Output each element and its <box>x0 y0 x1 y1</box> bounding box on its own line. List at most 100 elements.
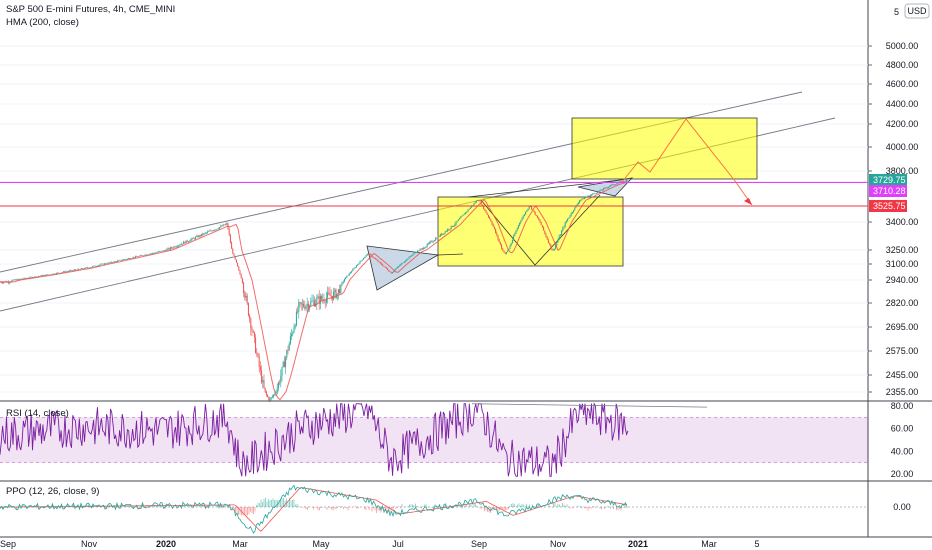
candle-body <box>322 299 324 300</box>
candle-body <box>501 244 503 249</box>
candle-body <box>319 296 321 304</box>
candle-body <box>363 258 365 260</box>
candle-body <box>352 269 354 272</box>
candle-body <box>481 204 483 206</box>
candle-body <box>244 292 246 298</box>
candle-body <box>12 279 14 281</box>
candle-body <box>382 264 384 266</box>
candle-body <box>303 303 305 307</box>
candle-body <box>493 226 495 229</box>
candle-body <box>603 188 605 190</box>
candle-body <box>451 225 453 227</box>
candle-body <box>437 236 439 239</box>
candle-body <box>168 248 170 250</box>
candle-body <box>289 336 291 344</box>
candle-body <box>1 282 3 284</box>
candle-body <box>335 289 337 299</box>
candle-body <box>49 274 51 276</box>
candle-body <box>609 186 611 187</box>
candle-body <box>77 268 79 271</box>
candle-body <box>252 331 254 333</box>
candle-body <box>411 255 413 257</box>
candle-body <box>105 263 107 265</box>
price-tick-label: 2455.00 <box>886 370 919 380</box>
candle-body <box>469 207 471 209</box>
candle-body <box>245 295 247 298</box>
candle-body <box>37 276 39 277</box>
candle-body <box>487 214 489 218</box>
candle-body <box>274 394 276 395</box>
candle-body <box>142 255 144 256</box>
candle-body <box>125 259 127 260</box>
rsi-tick-label: 20.00 <box>891 469 914 479</box>
candle-body <box>22 278 24 280</box>
candle-body <box>549 242 551 245</box>
candle-body <box>249 315 251 319</box>
candle-body <box>480 201 482 205</box>
candle-body <box>161 250 163 252</box>
candle-body <box>539 219 541 223</box>
candle-body <box>141 255 143 256</box>
candle-body <box>220 225 222 228</box>
candle-body <box>209 230 211 232</box>
currency-button-frame[interactable] <box>904 3 930 19</box>
candle-body <box>123 259 125 261</box>
price-badge-label: 3729.75 <box>873 175 906 185</box>
candle-body <box>433 240 435 242</box>
candle-body <box>553 248 555 250</box>
candle-body <box>175 246 177 248</box>
candle-body <box>357 264 359 266</box>
candle-body <box>84 267 86 269</box>
candle-body <box>551 248 553 251</box>
candle-body <box>155 252 157 253</box>
candle-body <box>47 274 49 276</box>
candle-body <box>195 236 197 239</box>
candle-body <box>240 274 242 279</box>
candle-body <box>484 209 486 211</box>
candle-body <box>241 278 243 283</box>
time-tick-label: 2020 <box>156 539 176 549</box>
candle-body <box>589 195 591 197</box>
candle-body <box>101 263 103 265</box>
candle-body <box>522 215 524 219</box>
candle-body <box>213 230 215 232</box>
candle-body <box>555 245 557 249</box>
candle-body <box>237 262 239 267</box>
candle-body <box>217 228 219 230</box>
candle-body <box>159 251 161 252</box>
candle-body <box>15 279 17 281</box>
candle-body <box>373 257 375 259</box>
candle-body <box>402 262 404 264</box>
candle-body <box>562 227 564 231</box>
candle-body <box>448 229 450 230</box>
candle-body <box>604 187 606 189</box>
candle-body <box>607 186 609 188</box>
price-badge-label: 3525.75 <box>873 201 906 211</box>
candle-body <box>293 327 295 333</box>
currency-button[interactable]: USD <box>904 3 930 19</box>
rsi-trend-line <box>471 403 708 408</box>
candle-body <box>72 270 74 271</box>
candle-body <box>573 210 575 213</box>
candle-body <box>71 270 73 271</box>
candle-body <box>605 187 607 189</box>
candle-body <box>304 306 306 309</box>
candle-body <box>389 271 391 273</box>
candle-body <box>42 275 44 277</box>
candle-body <box>160 250 162 252</box>
candle-body <box>19 278 21 280</box>
candle-body <box>21 278 23 280</box>
candle-body <box>228 229 230 236</box>
candle-body <box>221 225 223 227</box>
candle-body <box>427 243 429 245</box>
candle-body <box>420 248 422 250</box>
candle-body <box>432 241 434 243</box>
candle-body <box>153 252 155 254</box>
candle-body <box>264 387 266 393</box>
candle-body <box>133 257 135 258</box>
candle-body <box>121 259 123 261</box>
candle-body <box>455 221 457 225</box>
candle-body <box>325 297 327 303</box>
candle-body <box>497 235 499 240</box>
